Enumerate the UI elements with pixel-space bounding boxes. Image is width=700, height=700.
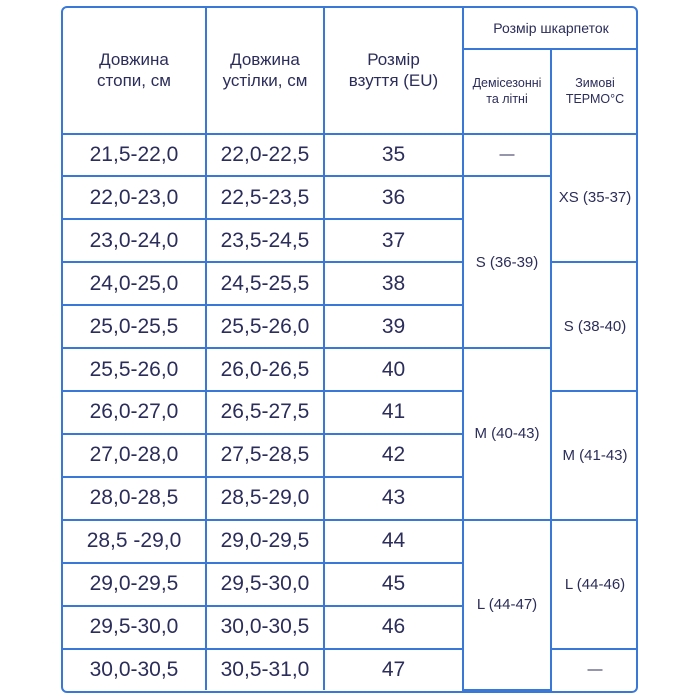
- table-row: 29,5-30,0 30,0-30,5 46: [63, 604, 636, 650]
- foot-length-cell: 29,0-29,5: [63, 561, 207, 607]
- winter-sock-size-cell: —: [550, 647, 636, 690]
- insole-length-cell: 22,0-22,5: [205, 132, 325, 178]
- table-row: 21,5-22,0 22,0-22,5 35— XS (35-37): [63, 132, 636, 264]
- shoe-size-cell: 43: [323, 475, 463, 521]
- winter-sock-size-cell: XS (35-37): [550, 132, 636, 264]
- size-table: Довжина стопи, см Довжина устілки, см Розм…: [63, 8, 636, 691]
- shoe-size-cell: 38: [323, 261, 464, 307]
- table-row: 26,0-27,0 26,5-27,5 41 M (41-43): [63, 390, 636, 521]
- foot-length-cell: 25,5-26,0: [63, 347, 207, 393]
- shoe-size-cell: 45: [323, 561, 463, 607]
- table-row: 24,0-25,0 24,5-25,5 38 S (38-40): [63, 261, 636, 393]
- foot-length-cell: 23,0-24,0: [63, 218, 207, 264]
- demi-sock-size-cell: L (44-47): [462, 518, 552, 691]
- shoe-size-cell: 39: [323, 304, 463, 350]
- table-row: 28,0-28,5 28,5-29,0 43: [63, 475, 636, 521]
- table-row: 30,0-30,5 30,5-31,0 47 —: [63, 647, 636, 690]
- insole-length-cell: 30,5-31,0: [205, 647, 325, 690]
- winter-sock-size-cell: S (38-40): [550, 261, 636, 393]
- header-shoe-size: Розмір взуття (EU): [323, 8, 464, 135]
- foot-length-cell: 28,5 -29,0: [63, 518, 207, 564]
- winter-sock-size-cell: L (44-46): [550, 518, 636, 650]
- insole-length-cell: 22,5-23,5: [205, 175, 325, 221]
- insole-length-cell: 23,5-24,5: [205, 218, 325, 264]
- insole-length-cell: 27,5-28,5: [205, 432, 325, 478]
- foot-length-cell: 25,0-25,5: [63, 304, 207, 350]
- shoe-size-cell: 47: [323, 647, 464, 690]
- foot-length-cell: 29,5-30,0: [63, 604, 207, 650]
- table-row: 29,0-29,5 29,5-30,0 45: [63, 561, 636, 607]
- insole-length-cell: 26,5-27,5: [205, 390, 325, 435]
- foot-length-cell: 28,0-28,5: [63, 475, 207, 521]
- shoe-size-cell: 35: [323, 132, 464, 178]
- insole-length-cell: 26,0-26,5: [205, 347, 325, 393]
- foot-length-cell: 24,0-25,0: [63, 261, 207, 307]
- table-row: 25,5-26,0 26,0-26,5 40 M (40-43): [63, 347, 636, 521]
- header-demi: Демісезонні та літні: [463, 48, 552, 135]
- shoe-size-cell: 41: [323, 390, 464, 435]
- insole-length-cell: 29,0-29,5: [205, 518, 325, 564]
- shoe-size-cell: 37: [323, 218, 463, 264]
- insole-length-cell: 24,5-25,5: [205, 261, 325, 307]
- insole-length-cell: 25,5-26,0: [205, 304, 325, 350]
- winter-sock-size-cell: M (41-43): [550, 390, 636, 521]
- foot-length-cell: 26,0-27,0: [63, 390, 207, 435]
- demi-sock-size-cell: S (36-39): [462, 175, 551, 350]
- shoe-size-cell: 36: [323, 175, 464, 221]
- shoe-size-cell: 42: [323, 432, 463, 478]
- insole-length-cell: 28,5-29,0: [205, 475, 325, 521]
- foot-length-cell: 30,0-30,5: [63, 647, 207, 690]
- header-foot-length: Довжина стопи, см: [63, 8, 207, 135]
- table-row: 25,0-25,5 25,5-26,0 39: [63, 304, 636, 350]
- foot-length-cell: 21,5-22,0: [63, 132, 207, 178]
- foot-length-cell: 22,0-23,0: [63, 175, 207, 221]
- header-sock-size: Розмір шкарпеток: [462, 8, 636, 51]
- insole-length-cell: 30,0-30,5: [205, 604, 325, 650]
- shoe-size-cell: 46: [323, 604, 463, 650]
- table-row: 22,0-23,0 22,5-23,5 36 S (36-39): [63, 175, 636, 350]
- header-winter: Зимові ТЕРМО°C: [550, 48, 636, 135]
- size-table-container: Довжина стопи, см Довжина устілки, см Розм…: [61, 6, 638, 693]
- table-row: 27,0-28,0 27,5-28,5 42: [63, 432, 636, 478]
- shoe-size-cell: 40: [323, 347, 464, 393]
- header-insole-length: Довжина устілки, см: [205, 8, 325, 135]
- table-row: 23,0-24,0 23,5-24,5 37: [63, 218, 636, 264]
- demi-sock-size-cell: M (40-43): [462, 347, 551, 521]
- shoe-size-cell: 44: [323, 518, 464, 564]
- insole-length-cell: 29,5-30,0: [205, 561, 325, 607]
- foot-length-cell: 27,0-28,0: [63, 432, 207, 478]
- demi-sock-size-cell: —: [462, 132, 552, 178]
- table-row: 28,5 -29,0 29,0-29,5 44 L (44-47) L (44-46): [63, 518, 636, 691]
